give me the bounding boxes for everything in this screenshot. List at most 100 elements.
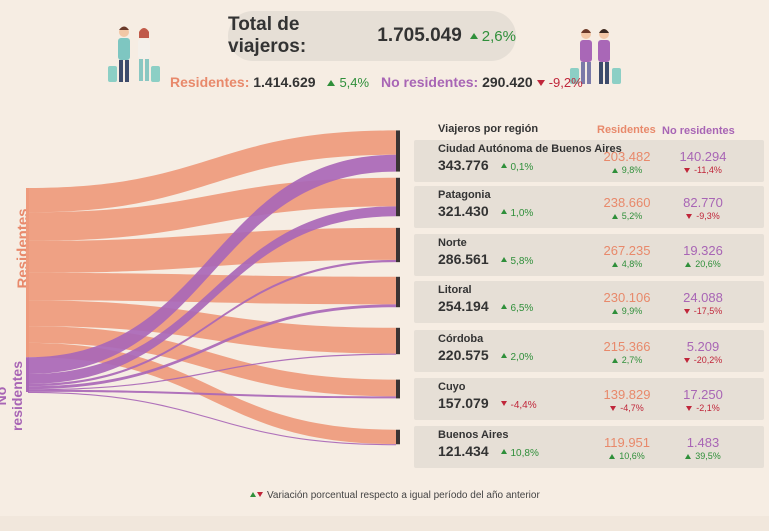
region-total-pct: 6,5%	[510, 303, 534, 314]
region-total-value: 286.561	[438, 251, 489, 267]
region-name: Buenos Aires	[438, 429, 509, 441]
noresidentes-pct: -9,2%	[548, 75, 583, 90]
region-res-value: 215.366	[603, 339, 651, 354]
sankey-node-region	[396, 327, 400, 355]
region-nores-pct: 20,6%	[695, 259, 721, 269]
up-arrow-icon	[327, 79, 336, 86]
region-nores-change: -2,1%	[668, 403, 738, 413]
region-nores-change: -11,4%	[668, 165, 738, 175]
region-nores-pct: 39,5%	[695, 451, 721, 461]
up-arrow-icon	[500, 304, 507, 310]
up-arrow-icon	[250, 492, 256, 498]
region-total-pct: 0,1%	[510, 162, 534, 173]
region-nores-pct: -11,4%	[694, 165, 722, 175]
region-nores-pct: -2,1%	[696, 403, 720, 413]
header-region: Viajeros por región	[438, 123, 539, 135]
region-panel	[414, 186, 764, 228]
region-name: Norte	[438, 237, 467, 249]
down-arrow-icon	[684, 167, 691, 173]
up-arrow-icon	[685, 453, 692, 459]
footer-note: Variación porcentual respecto a igual pe…	[250, 490, 540, 501]
region-name: Ciudad Autónoma de Buenos Aires	[438, 143, 622, 155]
region-res-pct: 9,9%	[621, 306, 643, 316]
region-total: 286.561 5,8%	[438, 251, 533, 267]
region-total-pct: -4,4%	[510, 400, 537, 411]
travelers-left-icon	[108, 26, 160, 82]
up-arrow-icon	[609, 453, 616, 459]
sankey-node-region	[396, 177, 400, 217]
region-total: 254.194 6,5%	[438, 298, 533, 314]
sankey-link-noresidentes	[28, 353, 396, 391]
down-arrow-icon	[500, 401, 507, 407]
region-res-change: 9,9%	[592, 306, 662, 316]
region-name: Litoral	[438, 284, 472, 296]
sankey-node-region	[396, 276, 400, 308]
noresidentes-value: 290.420	[482, 74, 533, 90]
region-panel	[414, 234, 764, 276]
region-total-pct: 10,8%	[510, 448, 539, 459]
up-arrow-icon	[611, 213, 618, 219]
header-noresidentes: No residentes	[662, 125, 735, 137]
region-res-change: -4,7%	[592, 403, 662, 413]
region-nores-value: 5.209	[686, 339, 720, 354]
sankey-node-residentes	[26, 188, 29, 358]
region-nores-change: -20,2%	[668, 355, 738, 365]
sankey-link-noresidentes	[28, 391, 396, 446]
down-arrow-icon	[683, 308, 690, 314]
region-res-change: 9,8%	[592, 165, 662, 175]
region-panel	[414, 378, 764, 420]
up-arrow-icon	[500, 209, 507, 215]
region-res-change: 10,6%	[592, 451, 662, 461]
region-res-value: 267.235	[603, 243, 651, 258]
total-label: Total de viajeros:	[228, 14, 307, 57]
up-arrow-icon	[500, 257, 507, 263]
region-res-pct: 10,6%	[619, 451, 645, 461]
sankey-node-region	[396, 379, 400, 399]
sankey-link-noresidentes	[28, 259, 396, 387]
region-nores-change: 39,5%	[668, 451, 738, 461]
region-total-value: 157.079	[438, 395, 489, 411]
region-name: Cuyo	[438, 381, 466, 393]
sankey-link-residentes	[28, 272, 396, 305]
total-value: 1.705.049	[377, 25, 462, 46]
region-nores-change: -9,3%	[668, 211, 738, 221]
region-total-pct: 1,0%	[510, 208, 534, 219]
region-total: 321.430 1,0%	[438, 203, 533, 219]
sankey-link-noresidentes	[28, 154, 396, 375]
region-name: Patagonia	[438, 189, 491, 201]
up-arrow-icon	[500, 163, 507, 169]
region-total-pct: 5,8%	[510, 256, 534, 267]
down-arrow-icon	[686, 213, 693, 219]
down-arrow-icon	[257, 492, 263, 498]
travelers-right-icon	[570, 29, 621, 84]
sankey-node-region	[396, 429, 400, 445]
down-arrow-icon	[683, 357, 690, 363]
region-res-value: 203.482	[603, 149, 651, 164]
region-name: Córdoba	[438, 333, 484, 345]
region-res-value: 238.660	[603, 195, 651, 210]
region-total-value: 321.430	[438, 203, 489, 219]
region-total: 121.434 10,8%	[438, 443, 539, 459]
region-res-pct: 5,2%	[621, 211, 643, 221]
region-res-value: 119.951	[603, 435, 651, 450]
region-panel	[414, 140, 764, 182]
region-res-change: 5,2%	[592, 211, 662, 221]
up-arrow-icon	[611, 357, 618, 363]
total-pct: 2,6%	[481, 27, 516, 45]
subtotals-row: Residentes: 1.414.629 5,4% No residentes…	[170, 74, 583, 90]
region-nores-value: 19.326	[683, 243, 723, 258]
region-panel	[414, 281, 764, 323]
sankey-link-noresidentes	[28, 206, 396, 384]
region-total-value: 220.575	[438, 347, 489, 363]
down-arrow-icon	[536, 79, 545, 86]
region-nores-change: -17,5%	[668, 306, 738, 316]
down-arrow-icon	[686, 405, 693, 411]
sankey-node-region	[396, 227, 400, 263]
region-nores-pct: -20,2%	[693, 355, 723, 365]
down-arrow-icon	[610, 405, 617, 411]
region-res-pct: -4,7%	[620, 403, 644, 413]
sankey-link-noresidentes	[28, 389, 396, 399]
sankey-link-noresidentes	[28, 304, 396, 390]
region-nores-pct: -9,3%	[696, 211, 720, 221]
